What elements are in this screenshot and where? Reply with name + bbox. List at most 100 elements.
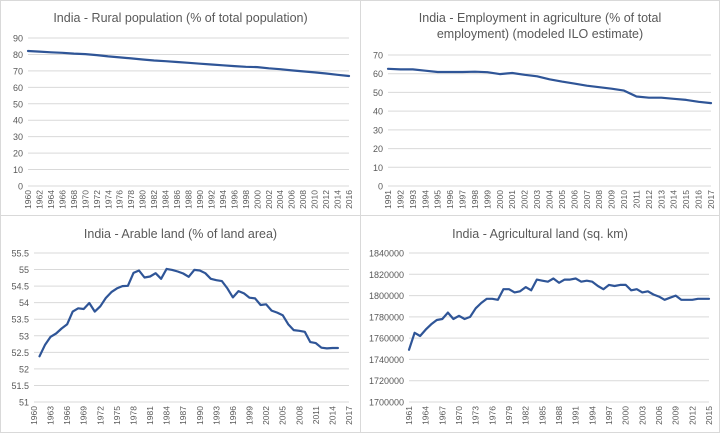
y-tick-label: 52.5 — [11, 348, 29, 358]
series-line — [409, 279, 709, 350]
y-tick-label: 1820000 — [369, 270, 404, 280]
x-tick-label: 1990 — [195, 190, 205, 209]
x-tick-label: 1998 — [470, 190, 480, 209]
x-tick-label: 2015 — [681, 190, 691, 209]
x-tick-label: 2000 — [495, 190, 505, 209]
x-tick-label: 1997 — [458, 190, 468, 209]
y-tick-label: 54.5 — [11, 282, 29, 292]
y-tick-label: 55 — [19, 265, 29, 275]
x-tick-label: 2016 — [694, 190, 704, 209]
x-tick-label: 1984 — [161, 190, 171, 209]
x-tick-label: 2002 — [264, 190, 274, 209]
x-tick-label: 1995 — [433, 190, 443, 209]
x-tick-label: 2015 — [704, 406, 714, 425]
x-tick-label: 1991 — [383, 190, 393, 209]
x-tick-label: 2006 — [569, 190, 579, 209]
y-tick-label: 0 — [378, 182, 383, 192]
chart-panel-agricultural-land: India - Agricultural land (sq. km) 17000… — [360, 215, 720, 433]
x-tick-label: 2008 — [298, 190, 308, 209]
x-tick-label: 2010 — [619, 190, 629, 209]
x-tick-label: 2008 — [294, 406, 304, 425]
x-tick-label: 1967 — [437, 406, 447, 425]
x-tick-label: 1984 — [162, 406, 172, 425]
y-tick-label: 1840000 — [369, 249, 404, 259]
x-tick-label: 1985 — [537, 406, 547, 425]
x-tick-label: 1993 — [408, 190, 418, 209]
y-tick-label: 70 — [373, 51, 383, 61]
x-tick-label: 2000 — [252, 190, 262, 209]
x-tick-label: 2003 — [532, 190, 542, 209]
y-tick-label: 53 — [19, 331, 29, 341]
y-tick-label: 90 — [13, 34, 23, 44]
x-tick-label: 2007 — [582, 190, 592, 209]
x-tick-label: 1998 — [241, 190, 251, 209]
chart-panel-rural-population: India - Rural population (% of total pop… — [0, 0, 361, 216]
y-tick-label: 1800000 — [369, 291, 404, 301]
x-tick-label: 1975 — [112, 406, 122, 425]
x-tick-label: 1988 — [554, 406, 564, 425]
x-tick-label: 1978 — [128, 406, 138, 425]
y-tick-label: 40 — [13, 116, 23, 126]
x-tick-label: 1994 — [420, 190, 430, 209]
y-tick-label: 30 — [13, 132, 23, 142]
x-tick-label: 1982 — [521, 406, 531, 425]
x-tick-label: 1988 — [184, 190, 194, 209]
x-tick-label: 1966 — [62, 406, 72, 425]
x-tick-label: 1997 — [604, 406, 614, 425]
x-tick-label: 2010 — [310, 190, 320, 209]
x-tick-label: 1987 — [178, 406, 188, 425]
x-tick-label: 1994 — [218, 190, 228, 209]
y-tick-label: 50 — [373, 88, 383, 98]
x-tick-label: 1990 — [195, 406, 205, 425]
x-tick-label: 1992 — [206, 190, 216, 209]
y-tick-label: 70 — [13, 66, 23, 76]
x-tick-label: 2014 — [327, 406, 337, 425]
x-tick-label: 1999 — [245, 406, 255, 425]
x-tick-label: 2001 — [507, 190, 517, 209]
x-tick-label: 1976 — [487, 406, 497, 425]
x-tick-label: 2016 — [344, 190, 354, 209]
x-tick-label: 1986 — [172, 190, 182, 209]
x-tick-label: 2011 — [311, 406, 321, 425]
x-tick-label: 2009 — [607, 190, 617, 209]
x-tick-label: 2013 — [656, 190, 666, 209]
x-tick-label: 2008 — [594, 190, 604, 209]
y-tick-label: 54 — [19, 298, 29, 308]
y-tick-label: 1780000 — [369, 312, 404, 322]
x-tick-label: 1969 — [79, 406, 89, 425]
x-tick-label: 2006 — [654, 406, 664, 425]
y-tick-label: 51 — [19, 398, 29, 408]
x-tick-label: 1982 — [149, 190, 159, 209]
y-tick-label: 40 — [373, 107, 383, 117]
y-tick-label: 52 — [19, 364, 29, 374]
chart-agricultural-land: 1700000172000017400001760000178000018000… — [361, 216, 720, 434]
x-tick-label: 2002 — [261, 406, 271, 425]
y-tick-label: 51.5 — [11, 381, 29, 391]
x-tick-label: 2005 — [278, 406, 288, 425]
x-tick-label: 2012 — [644, 190, 654, 209]
x-tick-label: 2017 — [706, 190, 716, 209]
x-tick-label: 2004 — [275, 190, 285, 209]
x-tick-label: 1972 — [95, 406, 105, 425]
y-tick-label: 55.5 — [11, 249, 29, 259]
y-tick-label: 10 — [373, 163, 383, 173]
y-tick-label: 1700000 — [369, 398, 404, 408]
x-tick-label: 2014 — [669, 190, 679, 209]
y-tick-label: 1760000 — [369, 334, 404, 344]
x-tick-label: 1981 — [145, 406, 155, 425]
x-tick-label: 1991 — [571, 406, 581, 425]
x-tick-label: 1970 — [454, 406, 464, 425]
y-tick-label: 0 — [18, 182, 23, 192]
x-tick-label: 1960 — [29, 406, 39, 425]
x-tick-label: 2002 — [520, 190, 530, 209]
y-tick-label: 30 — [373, 125, 383, 135]
x-tick-label: 1992 — [395, 190, 405, 209]
y-tick-label: 60 — [373, 69, 383, 79]
x-tick-label: 1978 — [126, 190, 136, 209]
x-tick-label: 1996 — [228, 406, 238, 425]
x-tick-label: 1962 — [34, 190, 44, 209]
